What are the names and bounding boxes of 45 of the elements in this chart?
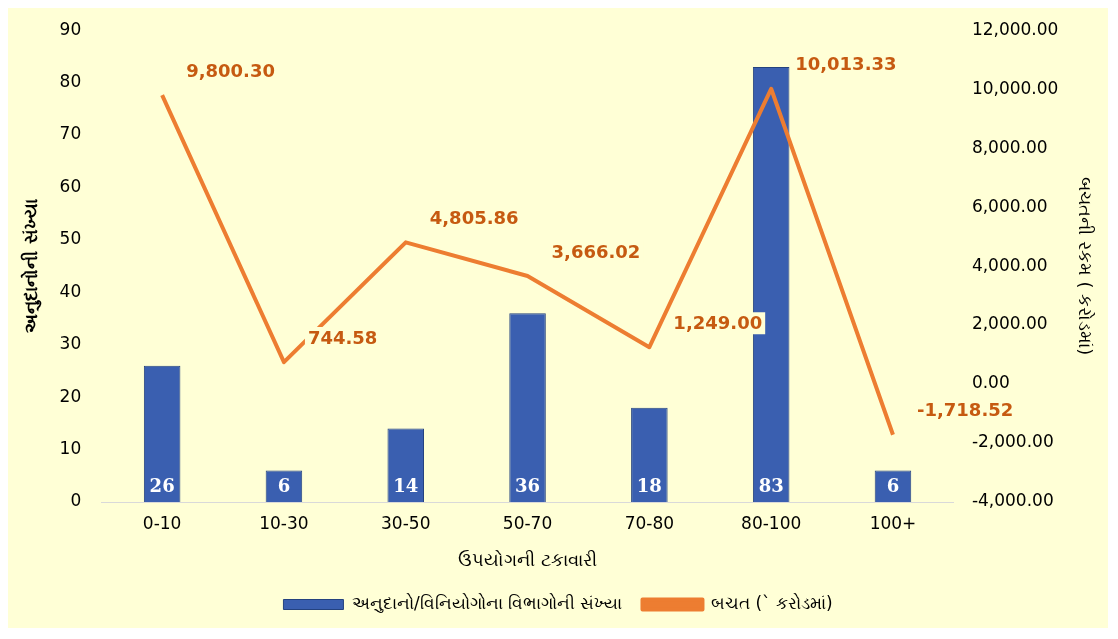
data-label: 1,249.00 xyxy=(673,311,763,333)
y-tick-label: 80 xyxy=(59,71,82,92)
y2-axis-title: બચતની રકમ ( કરોડમાં) xyxy=(1074,176,1096,356)
data-label: 6 xyxy=(886,474,900,496)
data-label: 6 xyxy=(277,474,291,496)
data-label: 3,666.02 xyxy=(551,240,641,262)
y-tick-label: 10 xyxy=(59,438,82,458)
y2-tick-label: 2,000.00 xyxy=(971,313,1048,334)
x-tick-label: 0-10 xyxy=(142,512,182,533)
legend-label: બચત (` કરોડમાં) xyxy=(710,592,833,613)
x-tick-label: 10-30 xyxy=(259,512,309,533)
data-label: 9,800.30 xyxy=(186,59,275,81)
x-tick-label: 30-50 xyxy=(381,512,431,533)
x-tick-label: 100+ xyxy=(869,512,917,533)
x-tick-label: 50-70 xyxy=(502,512,553,533)
y-tick-label: 90 xyxy=(59,18,82,39)
y-tick-label: 0 xyxy=(70,490,82,511)
x-tick-label: 80-100 xyxy=(741,512,802,533)
data-label: 744.58 xyxy=(307,326,378,348)
data-label: 26 xyxy=(149,474,175,496)
data-label: 83 xyxy=(758,474,784,496)
data-label: 18 xyxy=(636,474,662,496)
y-tick-label: 30 xyxy=(59,333,82,354)
data-label: 4,805.86 xyxy=(429,207,519,229)
y2-tick-label: 4,000.00 xyxy=(971,254,1048,275)
data-label: 36 xyxy=(515,474,541,496)
x-tick-label: 70-80 xyxy=(624,512,675,533)
y2-tick-label: 8,000.00 xyxy=(971,136,1048,157)
y2-tick-label: 12,000.00 xyxy=(971,18,1059,39)
y2-tick-label: 10,000.00 xyxy=(971,77,1059,98)
y-tick-label: 70 xyxy=(59,123,82,144)
y-tick-label: 50 xyxy=(59,228,82,249)
data-label: 10,013.33 xyxy=(795,53,897,75)
y2-tick-label: 0.00 xyxy=(971,372,1010,393)
y-tick-label: 40 xyxy=(59,280,82,301)
y2-tick-label: -2,000.00 xyxy=(971,431,1054,452)
y-tick-label: 20 xyxy=(59,385,82,406)
x-axis-title: ઉપયોગની ટકાવારી xyxy=(458,548,597,570)
data-label: -1,718.52 xyxy=(916,399,1014,421)
legend-label: અનુદાનો/વિનિયોગોના વિભાગોની સંખ્યા xyxy=(351,592,623,613)
data-label: 14 xyxy=(393,474,419,496)
y-axis-title: અનુદાનોની સંખ્યા xyxy=(20,198,43,333)
y2-tick-label: -4,000.00 xyxy=(971,490,1054,511)
y-tick-label: 60 xyxy=(59,175,82,196)
y2-tick-label: 6,000.00 xyxy=(971,195,1048,216)
